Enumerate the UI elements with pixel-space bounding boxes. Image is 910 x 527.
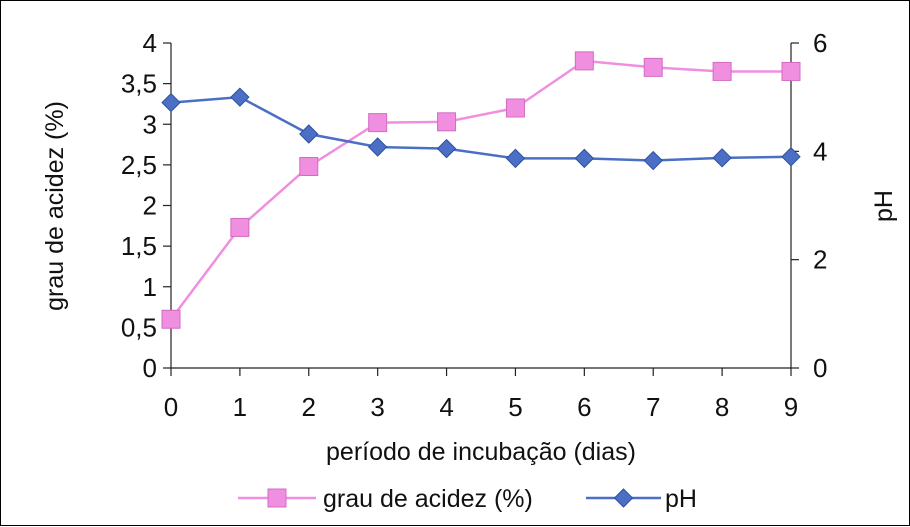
- y-tick-label-right: 4: [813, 136, 827, 166]
- data-point-0: [368, 113, 388, 133]
- y-tick-label-left: 3,5: [121, 69, 157, 99]
- legend-marker: [613, 488, 634, 508]
- x-axis-label: período de incubação (dias): [326, 438, 636, 466]
- x-tick-label: 7: [646, 392, 660, 422]
- data-point-1: [230, 87, 250, 107]
- x-tick-label: 9: [784, 392, 798, 422]
- data-point-0: [505, 98, 525, 118]
- y-tick-label-left: 3: [143, 109, 157, 139]
- y-tick-label-left: 2,5: [121, 150, 157, 180]
- y-tick-label-left: 1,5: [121, 231, 157, 261]
- y-tick-label-right: 0: [813, 353, 827, 383]
- data-point-0: [781, 61, 801, 81]
- data-point-0: [574, 51, 594, 71]
- x-tick-label: 4: [439, 392, 453, 422]
- x-tick-label: 0: [164, 392, 178, 422]
- legend-marker: [267, 488, 287, 508]
- y-tick-label-left: 2: [143, 191, 157, 221]
- x-tick-label: 5: [508, 392, 522, 422]
- y-tick-label-left: 0,5: [121, 312, 157, 342]
- legend: grau de acidez (%) pH: [238, 485, 697, 513]
- data-point-0: [230, 217, 250, 237]
- data-point-1: [505, 148, 526, 169]
- y-tick-label-left: 1: [143, 272, 157, 302]
- y-tick-label-right: 2: [813, 245, 827, 275]
- y-tick-label-right: 6: [813, 28, 827, 58]
- x-tick-label: 2: [302, 392, 316, 422]
- data-point-1: [574, 148, 595, 169]
- x-tick-label: 3: [370, 392, 384, 422]
- data-point-0: [299, 157, 319, 176]
- data-point-0: [712, 61, 732, 81]
- series-line-0: [170, 59, 791, 321]
- legend-label: grau de acidez (%): [323, 485, 533, 513]
- data-point-1: [299, 124, 319, 144]
- x-tick-label: 1: [233, 392, 247, 422]
- data-point-0: [161, 309, 181, 329]
- y-axis-label-right: pH: [870, 190, 898, 222]
- y-axis-label-left: grau de acidez (%): [41, 101, 69, 311]
- x-tick-label: 8: [715, 392, 729, 422]
- data-point-0: [643, 57, 663, 77]
- data-point-1: [436, 138, 457, 159]
- series-line-1: [170, 95, 792, 162]
- y-tick-label-left: 4: [143, 28, 157, 58]
- data-point-1: [161, 92, 181, 113]
- series-layer: [161, 51, 801, 329]
- y-tick-label-left: 0: [143, 353, 157, 383]
- axes-group: 0 0,5 1 1,5 2 2,5 3 3,5 4 0 2 4 6 0 1 2 3 4 5 6 7 8 9: [121, 28, 828, 422]
- data-point-0: [437, 112, 457, 132]
- data-point-1: [367, 137, 388, 157]
- legend-label: pH: [665, 485, 697, 513]
- data-point-1: [643, 150, 663, 171]
- data-point-1: [712, 148, 732, 168]
- data-point-1: [781, 147, 801, 167]
- x-tick-label: 6: [577, 392, 591, 422]
